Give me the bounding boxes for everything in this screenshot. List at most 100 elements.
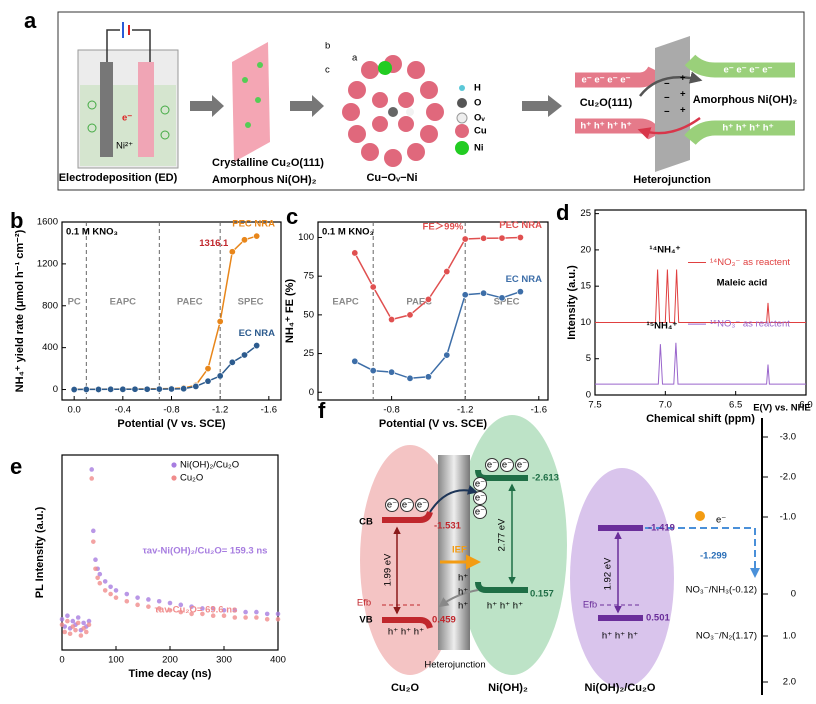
- value-label: 1316.1: [199, 238, 229, 249]
- data-point: [135, 602, 140, 608]
- atom-cu: [455, 124, 469, 138]
- diagram-text: Cu₂O: [391, 682, 420, 694]
- data-point: [232, 607, 238, 613]
- diagram-text: 1.92 eV: [603, 557, 614, 590]
- data-point: [89, 476, 94, 481]
- data-point: [232, 615, 238, 620]
- circle: [361, 61, 379, 79]
- data-point: [406, 374, 414, 382]
- data-point: [253, 342, 261, 350]
- diagram-text: +: [680, 105, 686, 116]
- data-point: [124, 598, 130, 604]
- data-point: [97, 571, 103, 577]
- electron-label: e⁻: [387, 500, 397, 511]
- data-point: [143, 385, 151, 393]
- diagram-text: Oᵥ: [474, 113, 485, 124]
- arrow: [290, 95, 324, 117]
- data-point: [498, 234, 506, 242]
- x-tick-label: 7.0: [659, 400, 672, 411]
- data-point: [156, 598, 162, 604]
- annotation: Maleic acid: [717, 278, 768, 289]
- circle: [361, 143, 379, 161]
- particle: [245, 122, 251, 128]
- circle: [342, 103, 360, 121]
- circle: [426, 103, 444, 121]
- data-point: [254, 609, 259, 615]
- data-point: [461, 291, 469, 299]
- data-point: [119, 385, 127, 393]
- data-point: [67, 631, 73, 637]
- data-point: [81, 626, 86, 631]
- x-tick-label: -0.8: [383, 405, 399, 416]
- y-tick-label: 0: [309, 387, 314, 398]
- region-label: PC: [68, 297, 81, 308]
- data-line: [74, 345, 258, 391]
- circle: [420, 125, 438, 143]
- arrow: [190, 95, 224, 117]
- particle: [160, 130, 170, 140]
- electron: [485, 458, 499, 472]
- data-point: [480, 289, 488, 297]
- panel-label: d: [556, 200, 569, 225]
- diagram-text: -2.613: [532, 473, 559, 484]
- x-tick-label: 0: [59, 655, 64, 666]
- data-point: [243, 615, 248, 620]
- circle: [348, 81, 366, 99]
- data-point: [102, 588, 108, 593]
- x-axis-label: Time decay (ns): [129, 668, 212, 680]
- data-point: [275, 611, 281, 617]
- data-point: [81, 620, 86, 626]
- data-point: [264, 611, 270, 617]
- diagram-text: Ni(OH)₂/Cu₂O: [585, 682, 656, 694]
- data-point: [204, 365, 212, 373]
- electron: [473, 491, 487, 505]
- x-axis-label: Potential (V vs. SCE): [379, 418, 488, 430]
- x-axis-label: Chemical shift (ppm): [646, 413, 755, 425]
- data-point: [65, 618, 70, 624]
- electron-label: e⁻: [487, 460, 497, 471]
- legend-label: EC NRA: [239, 328, 276, 339]
- diagram-text: 0.157: [530, 589, 554, 600]
- x-tick-label: -0.8: [163, 405, 179, 416]
- region-label: EAPC: [110, 297, 137, 308]
- data-point: [107, 385, 115, 393]
- data-point: [498, 294, 506, 302]
- data-line: [354, 290, 521, 380]
- data-point: [424, 373, 432, 381]
- x-tick-label: -1.6: [261, 405, 277, 416]
- y-tick-label: 800: [42, 300, 58, 311]
- data-point: [146, 597, 151, 602]
- circle: [372, 92, 388, 108]
- legend-swatch: [171, 462, 177, 468]
- y-tick-label: 1600: [37, 217, 58, 228]
- data-point: [65, 613, 70, 618]
- diagram-text: O: [474, 98, 481, 109]
- diagram-text: h⁺ h⁺ h⁺: [602, 631, 638, 642]
- y-tick-label: 100: [298, 232, 314, 243]
- diagram-text: e⁻ e⁻ e⁻ e⁻: [581, 75, 630, 86]
- diagram-text: Ni: [474, 143, 484, 154]
- panel-label: c: [286, 204, 298, 229]
- plot-frame: [594, 209, 807, 396]
- data-point: [221, 607, 227, 613]
- particle: [87, 100, 97, 110]
- data-line: [595, 342, 806, 385]
- diagram-text: a: [352, 53, 358, 64]
- data-point: [178, 602, 184, 608]
- diagram-text: h⁺ h⁺ h⁺: [388, 627, 424, 638]
- legend-label: Ni(OH)₂/Cu₂O: [180, 460, 239, 471]
- x-tick-label: -1.2: [212, 405, 228, 416]
- diagram-text: e⁻: [122, 113, 132, 124]
- data-point: [97, 580, 103, 586]
- wire: [106, 29, 151, 62]
- diagram-text: c: [325, 65, 330, 76]
- data-line: [595, 269, 806, 323]
- axis-tick-label: -2.0: [780, 472, 796, 483]
- data-point: [102, 579, 108, 584]
- electron: [385, 498, 399, 512]
- legend-swatch: [171, 475, 177, 481]
- diagram-text: -1.531: [434, 521, 462, 532]
- diagram-text: h⁺: [458, 573, 468, 584]
- transfer-arrow: [429, 484, 478, 513]
- diagram-text: -1.419: [648, 523, 675, 534]
